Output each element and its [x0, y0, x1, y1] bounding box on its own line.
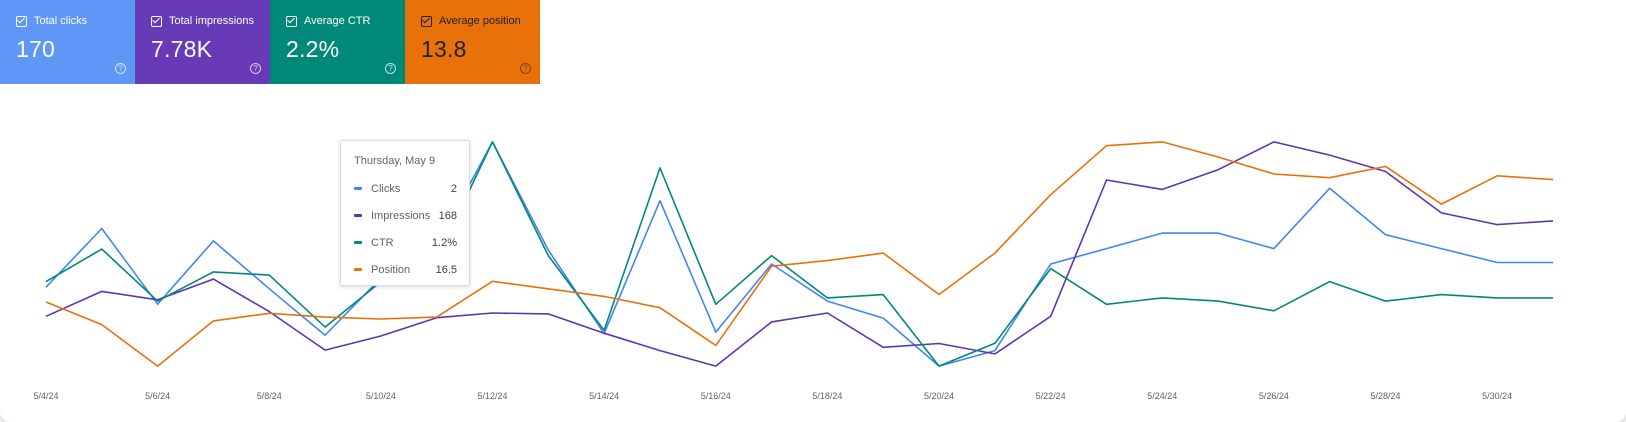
metric-label: Total clicks: [34, 15, 88, 27]
metric-card-total-impressions[interactable]: Total impressions 7.78K ?: [135, 0, 270, 84]
series-swatch: [354, 241, 362, 244]
checkbox-checked-icon[interactable]: [151, 15, 162, 27]
tooltip-value: 16.5: [435, 263, 457, 276]
checkbox-checked-icon[interactable]: [286, 15, 297, 27]
tooltip-value: 168: [438, 209, 457, 222]
tooltip-label: Impressions: [371, 209, 431, 222]
metric-value: 170: [16, 36, 55, 62]
x-tick-label: 5/10/24: [366, 391, 396, 401]
metric-value: 13.8: [421, 36, 467, 62]
x-tick-label: 5/12/24: [478, 391, 508, 401]
help-icon[interactable]: ?: [250, 63, 261, 74]
tooltip-value: 1.2%: [431, 236, 457, 249]
metric-value: 2.2%: [286, 36, 340, 62]
tooltip-label: Position: [371, 263, 411, 276]
series-swatch: [354, 187, 362, 190]
help-icon[interactable]: ?: [385, 63, 396, 74]
series-line-clicks[interactable]: [45, 141, 1553, 367]
checkbox-checked-icon[interactable]: [421, 15, 432, 27]
tooltip-label: Clicks: [371, 182, 401, 195]
x-tick-label: 5/14/24: [589, 391, 619, 401]
x-tick-label: 5/18/24: [812, 391, 842, 401]
metric-label: Average position: [439, 15, 521, 27]
x-tick-label: 5/22/24: [1036, 391, 1066, 401]
tooltip-row-impressions: Impressions 168: [354, 202, 457, 229]
checkbox-checked-icon[interactable]: [16, 15, 27, 27]
tooltip-row-ctr: CTR 1.2%: [354, 229, 457, 256]
metric-value: 7.78K: [151, 36, 213, 62]
series-swatch: [354, 268, 362, 271]
tooltip-row-clicks: Clicks 2: [354, 175, 457, 202]
x-tick-label: 5/30/24: [1482, 391, 1512, 401]
metric-cards: Total clicks 170 ? Total impressions 7.7…: [0, 0, 540, 84]
metric-card-total-clicks[interactable]: Total clicks 170 ?: [0, 0, 135, 84]
metric-card-average-position[interactable]: Average position 13.8 ?: [405, 0, 540, 84]
metric-label: Average CTR: [304, 15, 371, 27]
metric-card-average-ctr[interactable]: Average CTR 2.2% ?: [270, 0, 405, 84]
x-tick-label: 5/26/24: [1259, 391, 1289, 401]
tooltip-value: 2: [450, 182, 457, 195]
x-tick-label: 5/6/24: [145, 391, 170, 401]
x-tick-label: 5/16/24: [701, 391, 731, 401]
series-swatch: [354, 214, 362, 217]
x-tick-label: 5/4/24: [33, 391, 58, 401]
metric-label: Total impressions: [169, 15, 254, 27]
x-tick-label: 5/8/24: [257, 391, 282, 401]
chart-tooltip: Thursday, May 9 Clicks 2 Impressions 168…: [340, 140, 470, 286]
series-line-impressions[interactable]: [45, 141, 1554, 367]
performance-line-chart[interactable]: 5/4/24 5/6/24 5/8/24 5/10/24 5/12/24 5/14/24 5…: [0, 84, 1626, 422]
tooltip-date: Thursday, May 9: [354, 155, 436, 167]
help-icon[interactable]: ?: [520, 63, 531, 74]
series-line-ctr[interactable]: [45, 141, 1553, 367]
tooltip-label: CTR: [371, 236, 394, 249]
tooltip-row-position: Position 16.5: [354, 256, 457, 283]
series-line-position[interactable]: [45, 141, 1554, 367]
x-tick-label: 5/20/24: [924, 391, 954, 401]
help-icon[interactable]: ?: [115, 63, 126, 74]
x-tick-label: 5/24/24: [1147, 391, 1177, 401]
x-tick-label: 5/28/24: [1371, 391, 1401, 401]
